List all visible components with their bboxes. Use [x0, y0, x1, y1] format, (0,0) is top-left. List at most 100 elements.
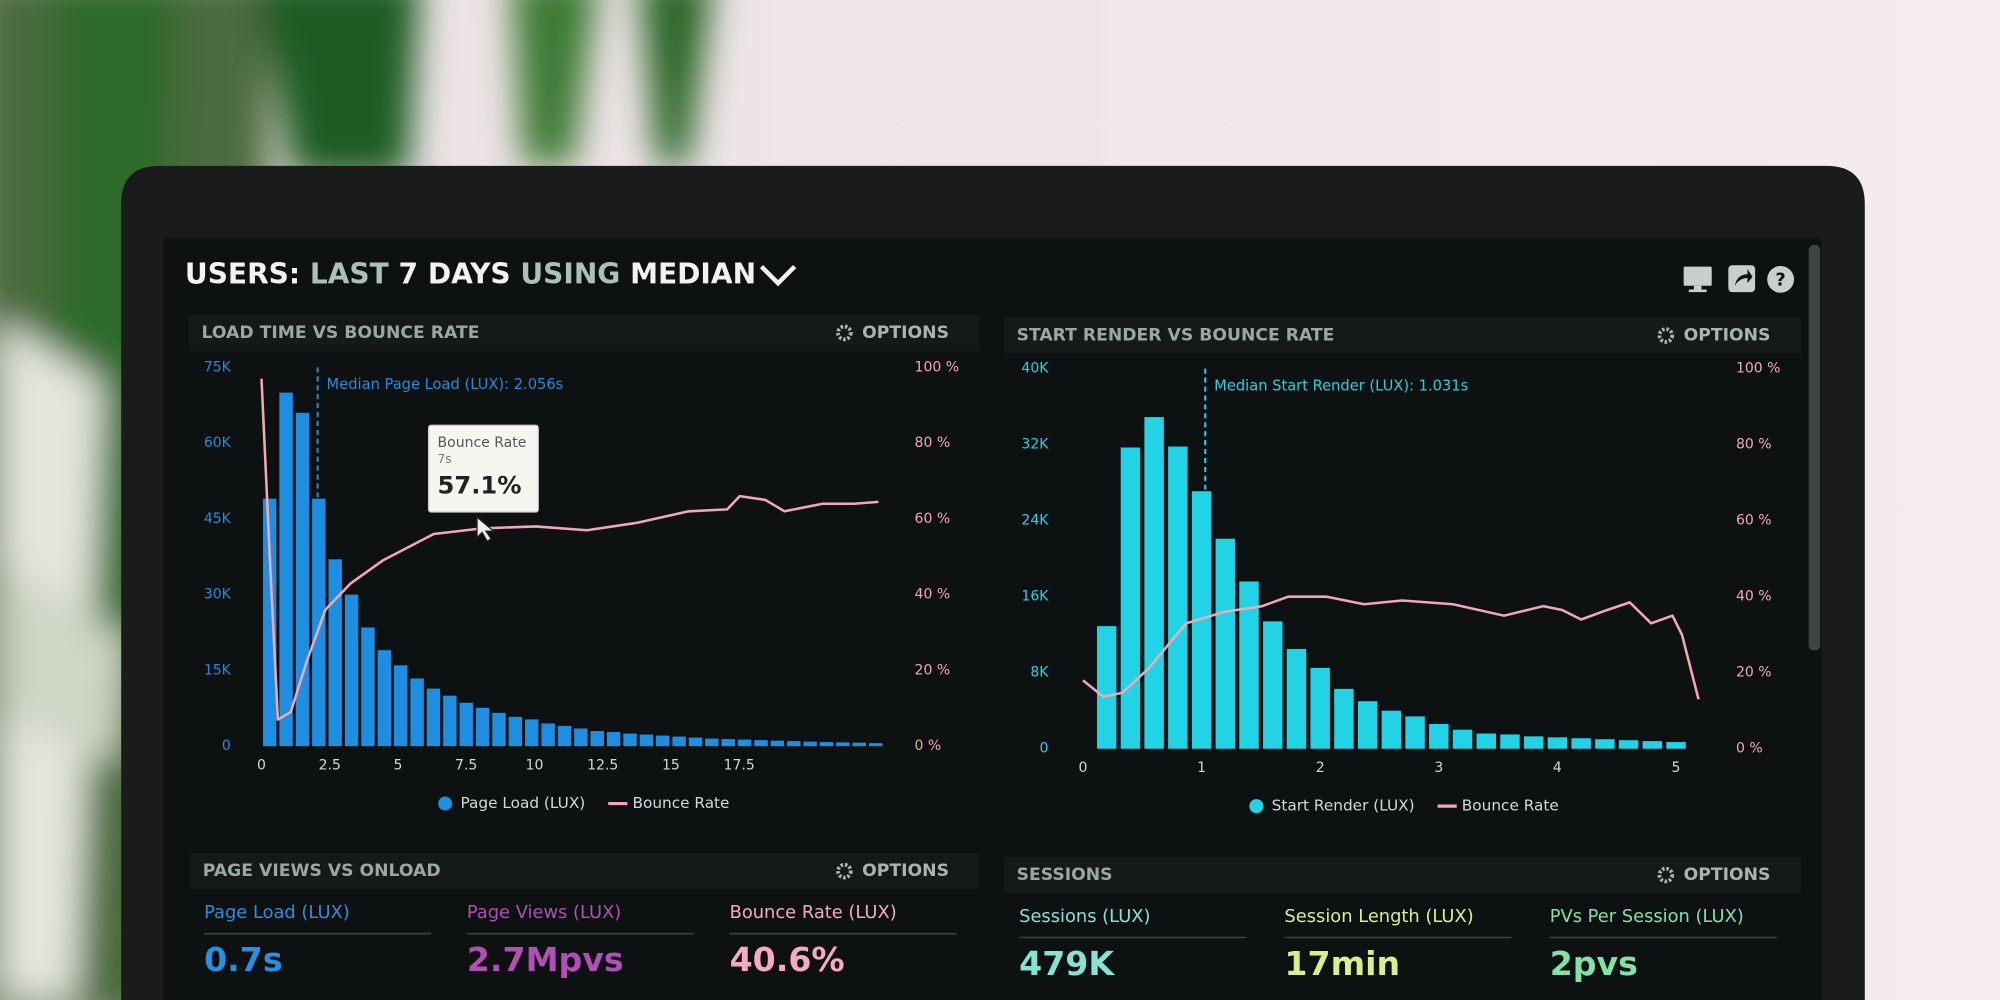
x-tick-label: 15: [662, 757, 680, 773]
x-tick-label: 10: [526, 757, 544, 773]
bar: [1310, 667, 1330, 749]
legend-swatch: [438, 796, 453, 811]
stat-label: Page Views (LUX): [467, 902, 621, 923]
y-tick-label: 75K: [204, 359, 232, 375]
bar: [475, 707, 490, 747]
share-icon[interactable]: [1728, 265, 1756, 293]
bounce-line: [1082, 595, 1700, 700]
title-part: LAST: [310, 258, 389, 291]
tooltip-value: 57.1%: [438, 471, 522, 499]
bar: [344, 594, 359, 747]
bar: [1595, 739, 1615, 749]
stat-value: 17min: [1284, 944, 1400, 983]
bar: [868, 743, 883, 747]
bar: [295, 412, 310, 747]
bar: [737, 739, 752, 747]
bar: [393, 665, 408, 747]
bar: [656, 735, 670, 747]
bar: [1642, 741, 1663, 749]
bar: [492, 712, 506, 747]
y-tick-label: 40K: [1021, 361, 1049, 377]
x-tick-label: 5: [1672, 760, 1681, 776]
dropdown-chevron[interactable]: [759, 265, 797, 287]
y2-tick-label: 40 %: [915, 587, 951, 603]
bar: [672, 736, 686, 747]
y-tick-label: 24K: [1021, 513, 1049, 529]
options-button[interactable]: OPTIONS: [1684, 325, 1771, 345]
y2-tick-label: 80 %: [1736, 437, 1772, 453]
header-title: USERS: LAST 7 DAYS USING MEDIAN: [185, 258, 756, 291]
y-tick-label: 16K: [1021, 589, 1049, 605]
y2-tick-label: 100 %: [1736, 361, 1781, 377]
y2-tick-label: 100 %: [915, 359, 960, 375]
panel-title: LOAD TIME VS BOUNCE RATE: [202, 323, 480, 343]
bar: [1263, 621, 1283, 749]
bar: [1405, 716, 1425, 749]
bar: [1571, 738, 1591, 749]
gear-icon: [1657, 866, 1675, 884]
y2-tick-label: 0 %: [1736, 741, 1763, 757]
monitor-icon[interactable]: [1683, 266, 1712, 293]
y-tick-label: 15K: [204, 662, 232, 678]
bar: [606, 732, 621, 747]
bar: [1476, 733, 1496, 749]
bar: [1618, 740, 1639, 749]
bar: [819, 742, 834, 747]
tooltip-box: [427, 424, 539, 513]
scrollbar[interactable]: [1808, 244, 1821, 651]
stat-label: Page Load (LUX): [204, 902, 350, 923]
y-tick-label: 60K: [204, 435, 232, 451]
median-label: Median Start Render (LUX): 1.031s: [1214, 377, 1468, 394]
panel-title: SESSIONS: [1017, 865, 1113, 885]
y2-tick-label: 40 %: [1736, 589, 1772, 605]
bar: [1168, 446, 1188, 749]
bar: [754, 740, 768, 747]
stat-value: 2.7Mpvs: [467, 940, 624, 979]
bar: [541, 723, 555, 747]
bar: [525, 719, 539, 747]
options-button[interactable]: OPTIONS: [862, 323, 949, 343]
x-tick-label: 3: [1434, 760, 1443, 776]
bar: [1215, 538, 1236, 749]
bar: [508, 716, 523, 747]
y2-tick-label: 20 %: [1736, 665, 1772, 681]
help-icon[interactable]: ?: [1767, 265, 1795, 293]
tooltip-subtitle: 7s: [438, 452, 452, 466]
y-tick-label: 45K: [204, 511, 232, 527]
bar: [1381, 710, 1402, 749]
x-tick-label: 0: [1079, 760, 1088, 776]
bar: [1120, 447, 1141, 749]
stat-label: PVs Per Session (LUX): [1550, 906, 1744, 927]
tooltip-title: Bounce Rate: [438, 435, 527, 451]
bar: [1500, 734, 1520, 749]
bar: [639, 734, 654, 747]
x-tick-label: 1: [1197, 760, 1206, 776]
x-tick-label: 12.5: [587, 757, 618, 773]
gear-icon: [1657, 327, 1675, 344]
bar: [443, 695, 457, 747]
legend-label: Bounce Rate: [632, 794, 729, 812]
bar: [705, 738, 719, 747]
bar: [328, 559, 342, 747]
bar: [1334, 688, 1354, 749]
options-button[interactable]: OPTIONS: [862, 861, 949, 881]
bar: [1096, 626, 1117, 749]
bar: [836, 742, 850, 747]
bar: [312, 498, 326, 747]
bar: [803, 741, 817, 747]
stat-value: 0.7s: [204, 940, 282, 979]
y2-tick-label: 60 %: [1736, 513, 1772, 529]
x-tick-label: 5: [394, 757, 403, 773]
title-part[interactable]: MEDIAN: [630, 258, 756, 291]
bar: [623, 733, 637, 747]
bar: [852, 742, 867, 747]
x-tick-label: 2.5: [319, 757, 341, 773]
options-button[interactable]: OPTIONS: [1684, 865, 1771, 885]
gear-icon: [836, 324, 853, 342]
bar: [770, 740, 785, 747]
bar: [262, 498, 277, 747]
bar: [1239, 581, 1259, 749]
panel-header: [1003, 317, 1802, 354]
bar: [279, 392, 293, 747]
